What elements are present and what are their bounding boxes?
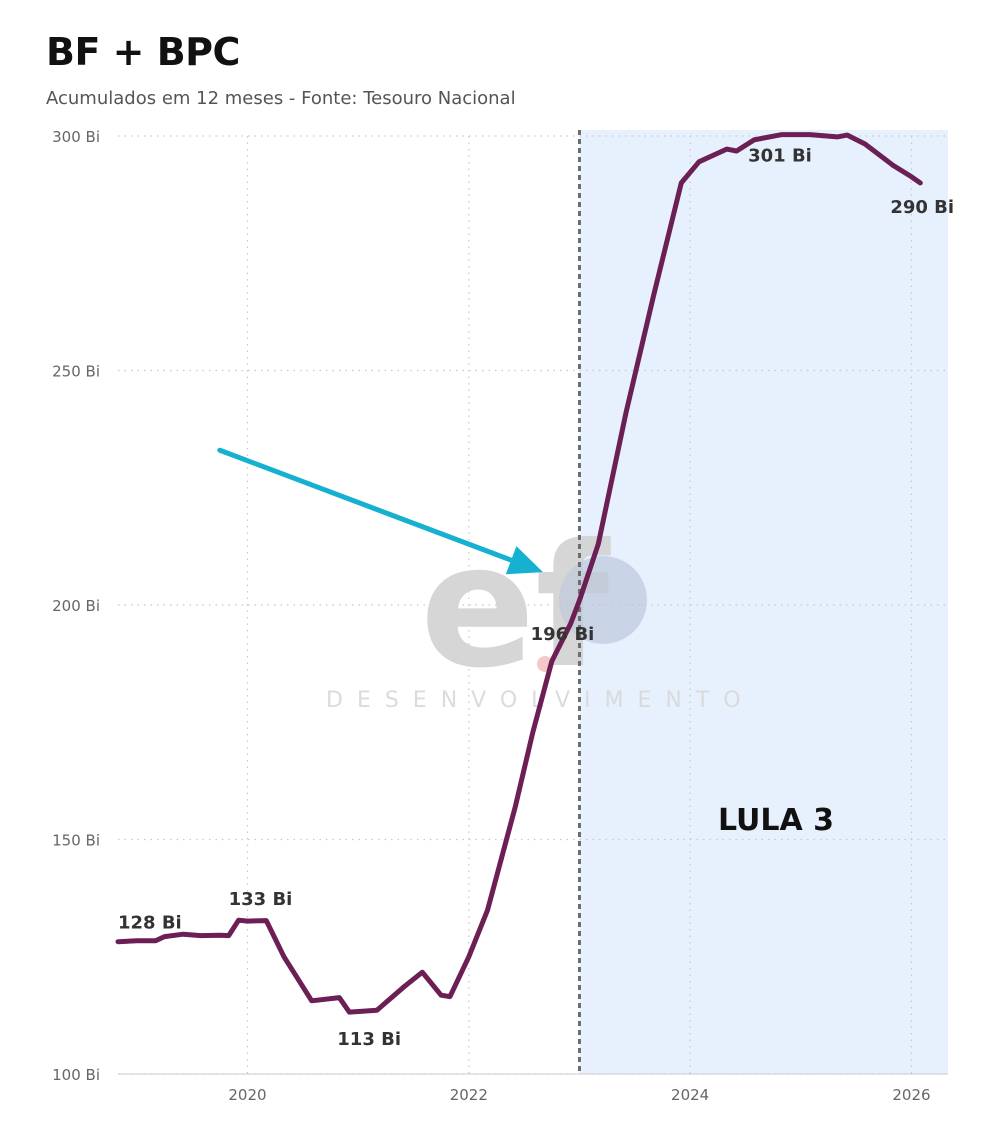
data-label: 301 Bi <box>748 145 812 166</box>
watermark-text: DESENVOLVIMENTO <box>326 688 755 713</box>
x-tick-label: 2020 <box>228 1086 266 1104</box>
grid-lines <box>118 135 948 1075</box>
region-label: LULA 3 <box>718 803 834 838</box>
data-label: 133 Bi <box>229 889 293 910</box>
y-tick-label: 200 Bi <box>52 597 100 615</box>
arrow-shaft <box>217 447 514 563</box>
x-tick-label: 2026 <box>892 1086 930 1104</box>
y-tick-label: 300 Bi <box>52 128 100 146</box>
chart-title: BF + BPC <box>46 30 240 74</box>
annotation-arrow <box>217 447 543 575</box>
chart-subtitle: Acumulados em 12 meses - Fonte: Tesouro … <box>46 88 516 109</box>
x-axis-ticks: 2020 2022 2024 2026 <box>228 1086 930 1104</box>
x-tick-label: 2022 <box>450 1086 488 1104</box>
series-line <box>115 132 923 1015</box>
data-label: 128 Bi <box>118 913 182 934</box>
watermark-dot <box>559 556 647 644</box>
data-label: 196 Bi <box>531 624 595 645</box>
data-label: 290 Bi <box>890 197 954 218</box>
data-label: 113 Bi <box>337 1029 401 1050</box>
arrow-head <box>505 546 543 575</box>
y-axis-ticks: 100 Bi 150 Bi 200 Bi 250 Bi 300 Bi <box>52 128 100 1084</box>
y-tick-label: 250 Bi <box>52 363 100 381</box>
x-tick-label: 2024 <box>671 1086 709 1104</box>
data-labels: 128 Bi 133 Bi 113 Bi 196 Bi 301 Bi 290 Bi <box>118 145 954 1050</box>
y-tick-label: 150 Bi <box>52 832 100 850</box>
y-tick-label: 100 Bi <box>52 1066 100 1084</box>
